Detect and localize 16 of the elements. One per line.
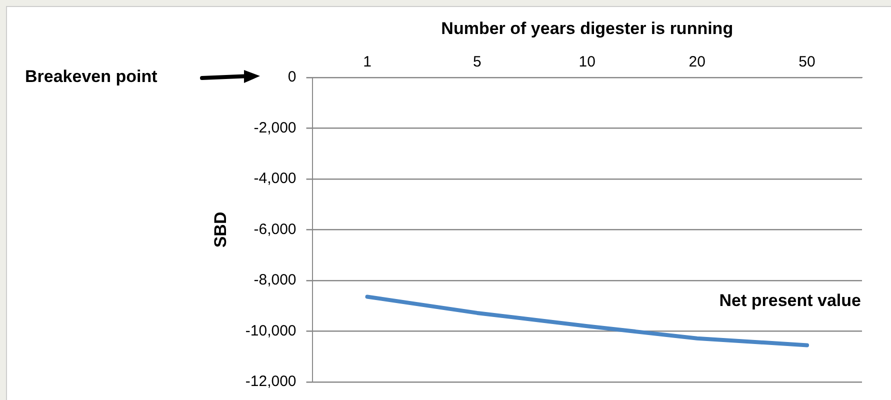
x-axis-title: Number of years digester is running	[441, 18, 734, 38]
x-tick-label: 1	[363, 54, 372, 71]
x-tick-label: 20	[688, 54, 706, 71]
y-tick-label: -10,000	[245, 322, 296, 340]
text: Breakeven point	[25, 67, 158, 86]
y-tick-label: -4,000	[254, 170, 296, 188]
y-tick-label: -6,000	[254, 220, 296, 238]
y-tick-label: 0	[288, 68, 296, 86]
y-axis-title: SBD	[210, 212, 230, 248]
y-tick-label: -8,000	[254, 272, 296, 289]
series-label: Net present value	[719, 290, 861, 310]
x-tick-label: 10	[578, 54, 596, 71]
x-tick-label: 5	[473, 54, 482, 71]
x-tick-label: 50	[798, 54, 816, 71]
y-tick-label: -2,000	[254, 119, 296, 136]
y-tick-label: -12,000	[245, 373, 296, 390]
